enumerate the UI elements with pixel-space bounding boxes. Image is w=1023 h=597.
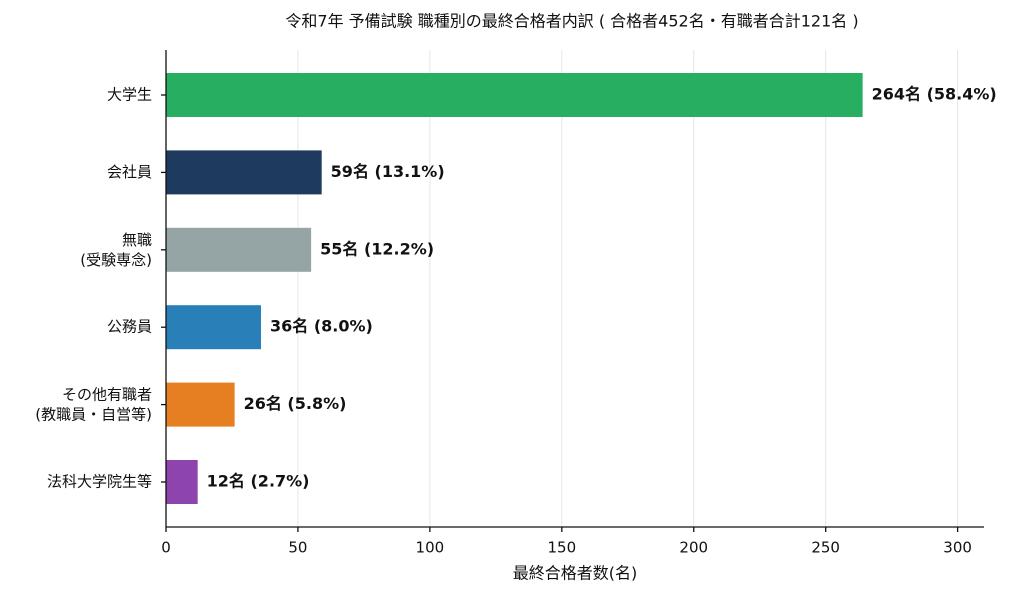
y-tick-label: 法科大学院生等	[47, 473, 152, 491]
x-tick-label: 250	[811, 539, 840, 557]
value-label: 264名 (58.4%)	[872, 85, 997, 104]
value-label: 12名 (2.7%)	[207, 472, 310, 491]
y-tick-label: 会社員	[107, 163, 152, 181]
x-tick-label: 150	[547, 539, 576, 557]
bar	[166, 150, 322, 195]
y-tick-label: その他有職者(教職員・自営等)	[35, 385, 152, 423]
bar	[166, 460, 198, 504]
bar	[166, 382, 235, 427]
x-tick-label: 0	[161, 539, 171, 557]
bar	[166, 305, 261, 350]
value-label: 59名 (13.1%)	[331, 162, 445, 181]
chart-title: 令和7年 予備試験 職種別の最終合格者内訳 ( 合格者452名・有職者合計121…	[285, 12, 858, 31]
bar	[166, 227, 312, 272]
x-tick-label: 300	[943, 539, 972, 557]
x-tick-label: 100	[416, 539, 445, 557]
y-tick-label: 大学生	[107, 86, 152, 104]
y-tick-label: 公務員	[107, 318, 152, 336]
value-label: 26名 (5.8%)	[244, 394, 347, 413]
x-tick-label: 200	[679, 539, 708, 557]
value-label: 36名 (8.0%)	[270, 317, 373, 336]
x-axis-label: 最終合格者数(名)	[513, 564, 638, 583]
x-tick-label: 50	[288, 539, 307, 557]
bar	[166, 73, 863, 117]
value-label: 55名 (12.2%)	[320, 239, 434, 258]
y-tick-label: 無職(受験専念)	[80, 230, 152, 268]
